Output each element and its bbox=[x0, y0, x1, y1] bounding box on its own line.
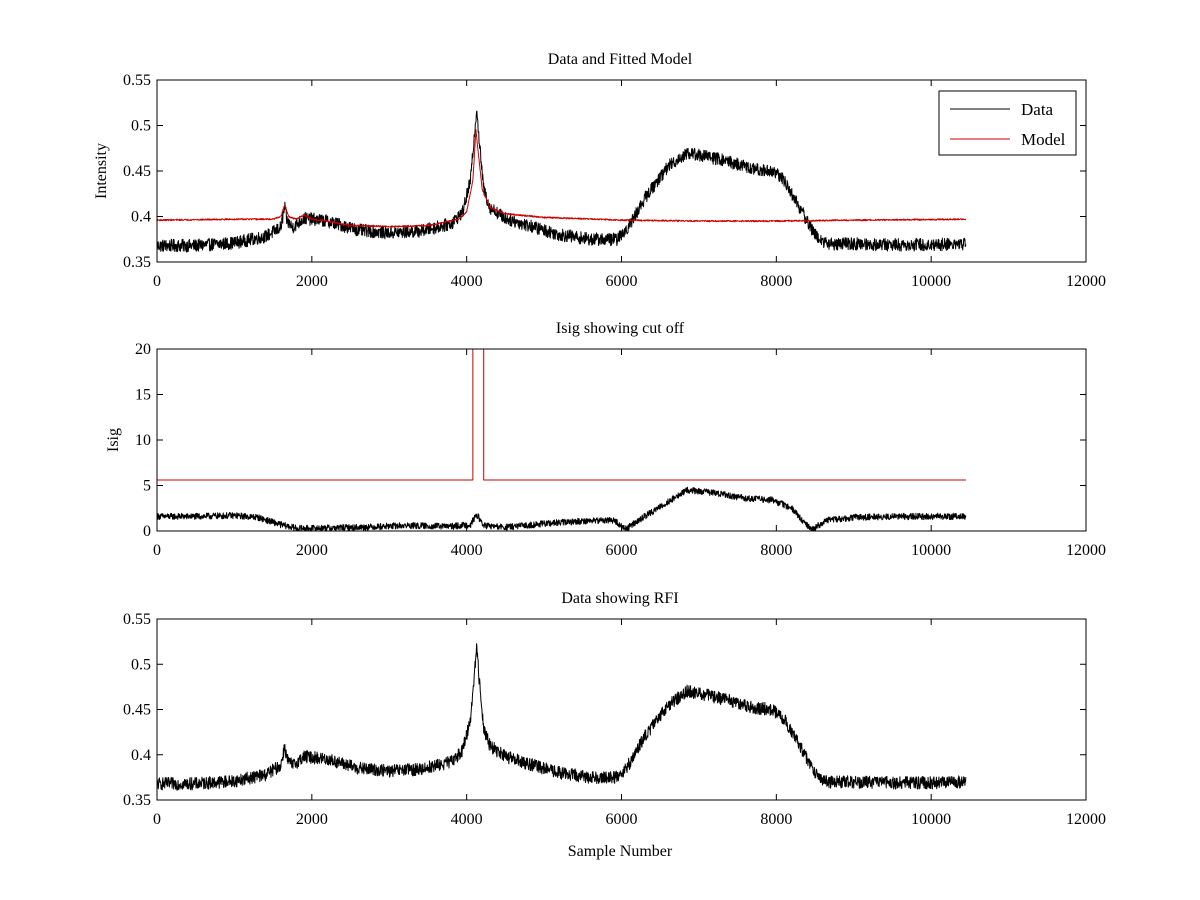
panel-3-series-1-line bbox=[157, 643, 967, 791]
panel-2-series-1-line bbox=[157, 486, 967, 531]
panel-1-ytick-label: 0.55 bbox=[123, 72, 151, 89]
panel-2-xtick-label: 10000 bbox=[911, 542, 951, 559]
panel-2-title: Isig showing cut off bbox=[556, 320, 685, 337]
panel-2-series-layer bbox=[157, 349, 967, 531]
panel-2-axis-layer: 0 2000 4000 6000 8000 10000 12000 0 5 10 15 20 bbox=[135, 341, 1106, 559]
panel-1-xtick-label: 4000 bbox=[451, 273, 483, 290]
panel-3-xtick-label: 2000 bbox=[296, 811, 328, 828]
panel-1-axis-layer: 0 2000 4000 6000 8000 10000 12000 0.35 0.4 0.45 0.… bbox=[123, 72, 1106, 290]
panel-3-xtick-label: 12000 bbox=[1066, 811, 1106, 828]
legend: Data Model bbox=[938, 90, 1077, 156]
panel-1-ytick-label: 0.35 bbox=[123, 254, 151, 271]
panel-1-ytick-label: 0.45 bbox=[123, 163, 151, 180]
panel-1-series-1-line bbox=[157, 110, 967, 253]
legend-model-label: Model bbox=[1021, 130, 1066, 149]
panel-2-xtick-label: 6000 bbox=[606, 542, 638, 559]
legend-data-label: Data bbox=[1021, 100, 1054, 119]
panel-2-xtick-label: 0 bbox=[153, 542, 161, 559]
panel-1-xtick-label: 8000 bbox=[760, 273, 792, 290]
panel-3-xlabel: Sample Number bbox=[568, 843, 673, 860]
panel-1-xtick-label: 0 bbox=[153, 273, 161, 290]
panel-2-xtick-label: 4000 bbox=[451, 542, 483, 559]
panel-3-title: Data showing RFI bbox=[561, 590, 678, 607]
panel-1-ylabel: Intensity bbox=[93, 143, 110, 199]
panel-1-ytick-label: 0.4 bbox=[131, 209, 151, 226]
panel-3-xtick-label: 6000 bbox=[606, 811, 638, 828]
panel-3-plot-group: 0 2000 4000 6000 8000 10000 12000 0.35 0.4 0.45 0.… bbox=[123, 611, 1106, 828]
panel-2-xtick-label: 8000 bbox=[760, 542, 792, 559]
panel-isig-cutoff: Isig showing cut off Isig 0 2000 4000 6000 8… bbox=[105, 320, 1106, 559]
panel-3-ytick-label: 0.4 bbox=[131, 747, 151, 764]
panel-2-ytick-label: 20 bbox=[135, 341, 151, 358]
panel-1-series-2-line bbox=[157, 129, 967, 228]
panel-1-xtick-label: 2000 bbox=[296, 273, 328, 290]
panel-3-series-layer bbox=[157, 643, 967, 791]
panel-3-ytick-label: 0.35 bbox=[123, 792, 151, 809]
panel-data-and-model: Data and Fitted Model Intensity 0 2000 400… bbox=[93, 51, 1106, 290]
panel-1-xtick-label: 12000 bbox=[1066, 273, 1106, 290]
panel-3-ytick-label: 0.5 bbox=[131, 656, 151, 673]
panel-1-title: Data and Fitted Model bbox=[548, 51, 693, 68]
panel-1-xtick-label: 10000 bbox=[911, 273, 951, 290]
panel-1-ytick-label: 0.5 bbox=[131, 118, 151, 135]
panel-1-series-layer bbox=[157, 110, 967, 253]
panel-1-plot-group: 0 2000 4000 6000 8000 10000 12000 0.35 0.4 0.45 0.… bbox=[123, 72, 1106, 290]
panel-1-xtick-label: 6000 bbox=[606, 273, 638, 290]
panel-2-ytick-label: 5 bbox=[143, 478, 151, 495]
panel-3-xtick-label: 4000 bbox=[451, 811, 483, 828]
panel-2-xtick-label: 2000 bbox=[296, 542, 328, 559]
panel-3-ytick-label: 0.55 bbox=[123, 611, 151, 628]
panel-2-series-2-line bbox=[157, 349, 966, 481]
legend-box bbox=[938, 90, 1077, 156]
panel-2-ytick-label: 15 bbox=[135, 387, 151, 404]
panel-2-xtick-label: 12000 bbox=[1066, 542, 1106, 559]
panel-2-plot-group: 0 2000 4000 6000 8000 10000 12000 0 5 10 15 20 bbox=[135, 341, 1106, 559]
panel-2-ytick-label: 0 bbox=[143, 523, 151, 540]
panel-3-xtick-label: 10000 bbox=[911, 811, 951, 828]
panel-3-xtick-label: 8000 bbox=[760, 811, 792, 828]
panel-2-ytick-label: 10 bbox=[135, 432, 151, 449]
panel-3-axis-layer: 0 2000 4000 6000 8000 10000 12000 0.35 0.4 0.45 0.… bbox=[123, 611, 1106, 828]
panel-2-ylabel: Isig bbox=[105, 428, 122, 452]
panel-data-rfi: Data showing RFI Sample Number 0 2000 4000… bbox=[123, 590, 1106, 860]
panel-3-ytick-label: 0.45 bbox=[123, 702, 151, 719]
panel-3-xtick-label: 0 bbox=[153, 811, 161, 828]
